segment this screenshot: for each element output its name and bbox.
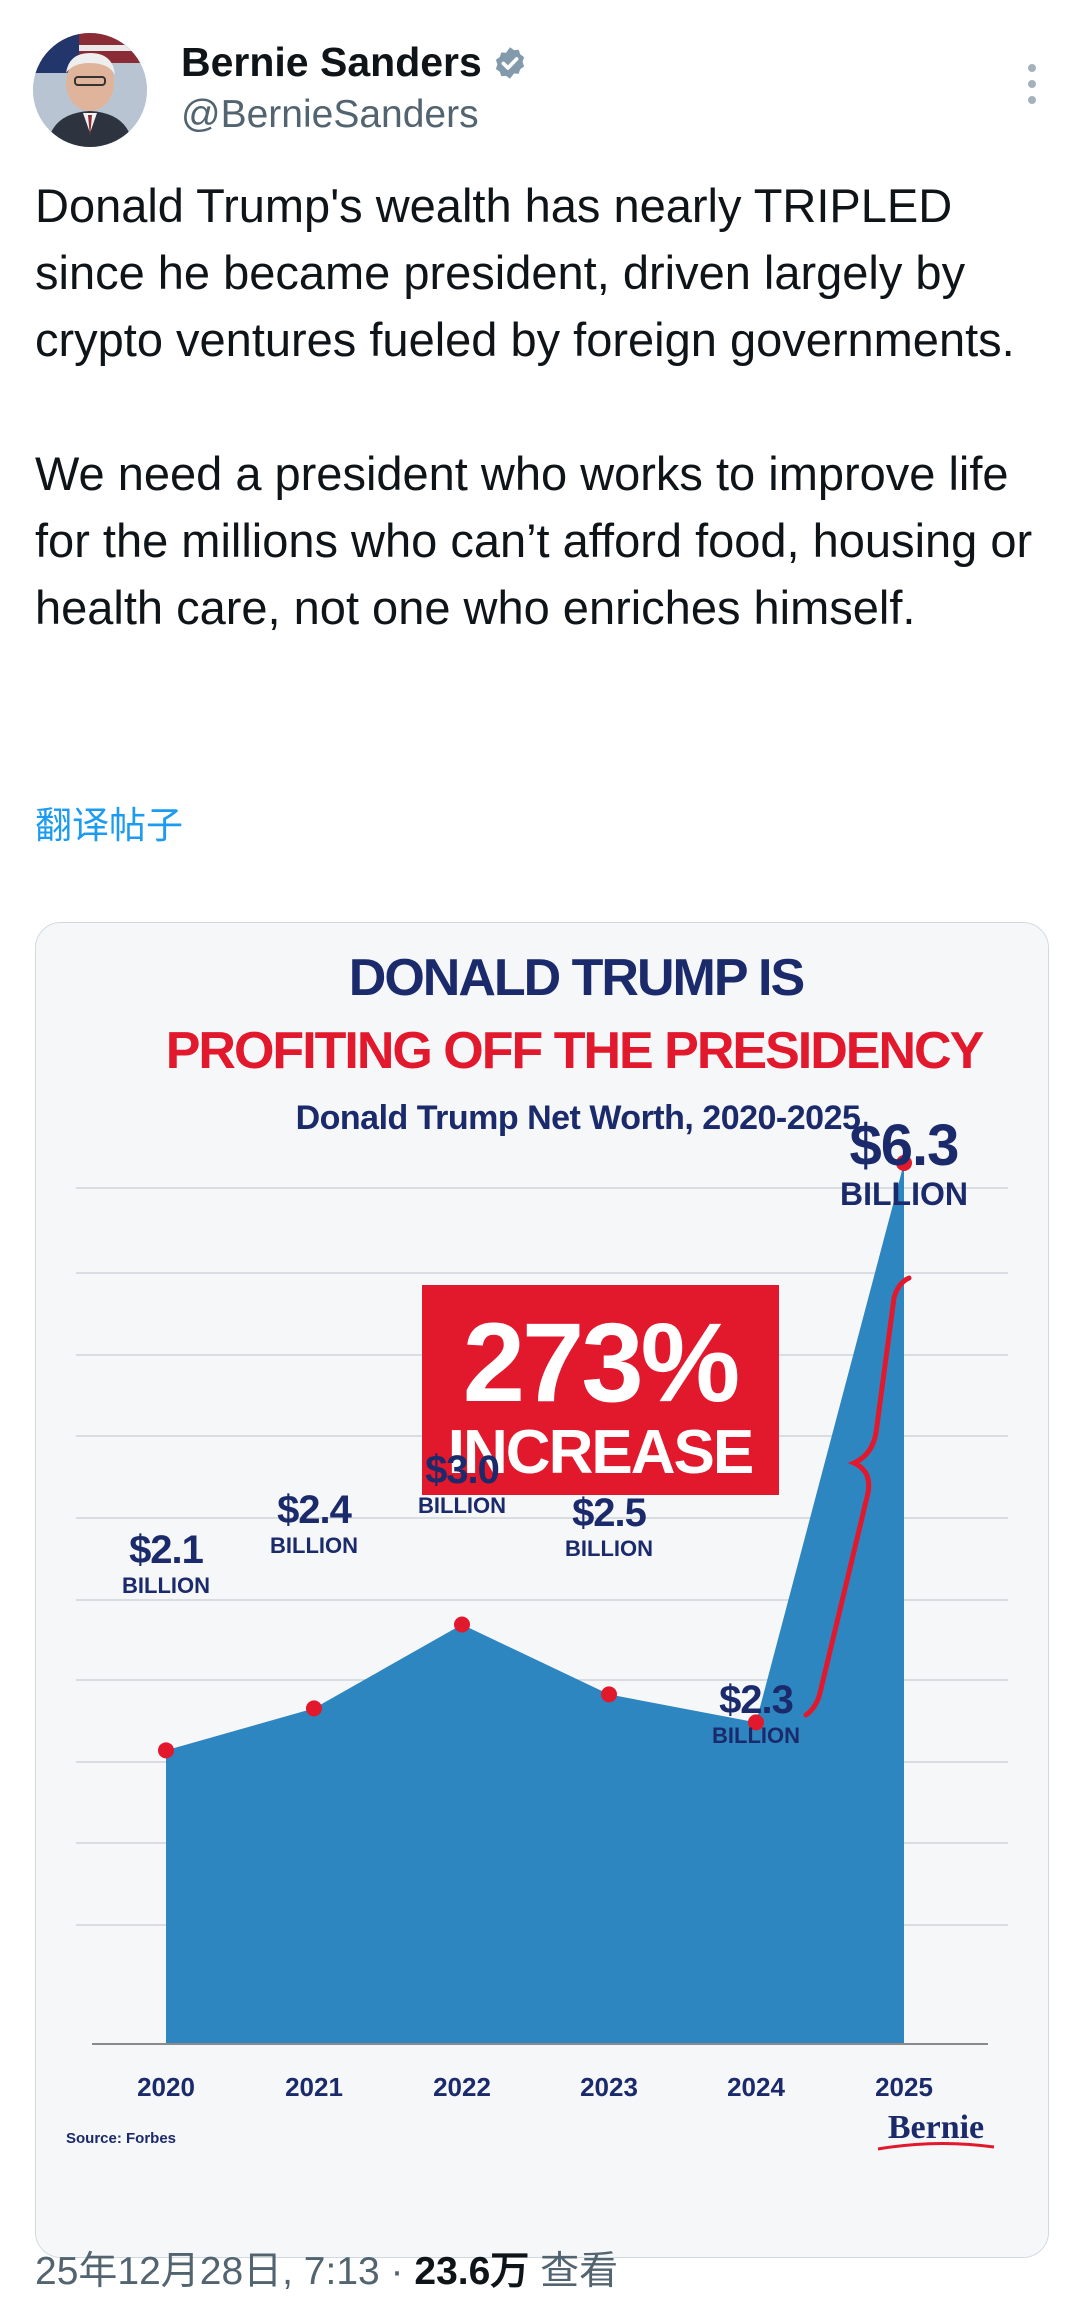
avatar-photo-icon [33, 33, 147, 147]
data-point-2024 [748, 1714, 764, 1731]
x-tick-2020: 2020 [137, 2072, 195, 2102]
data-label-amount-2020: $2.1 [129, 1528, 204, 1572]
callout-box [422, 1285, 779, 1495]
data-label-unit-2024: BILLION [712, 1723, 800, 1748]
x-tick-2022: 2022 [433, 2072, 491, 2102]
source-label: Source: Forbes [66, 2130, 176, 2147]
views-label: 查看 [529, 2250, 619, 2293]
bernie-logo-underline [877, 2141, 995, 2151]
data-point-2022 [454, 1616, 470, 1633]
x-tick-2023: 2023 [580, 2072, 638, 2102]
data-label-amount-2025: $6.3 [850, 1113, 959, 1178]
x-tick-2021: 2021 [285, 2072, 343, 2102]
data-point-2025 [896, 1155, 912, 1171]
author-name[interactable]: Bernie Sanders [181, 39, 482, 85]
data-point-2023 [601, 1686, 617, 1703]
data-label-unit-2020: BILLION [122, 1573, 210, 1598]
chart-marks: 2020 2021 2022 2023 2024 2025$2.1BILLION$2.4B… [122, 1113, 968, 2102]
data-label-unit-2023: BILLION [565, 1536, 653, 1561]
infographic-card[interactable]: DONALD TRUMP IS PROFITING OFF THE PRESID… [35, 922, 1049, 2258]
data-label-amount-2021: $2.4 [277, 1488, 353, 1532]
view-count: 23.6万 [414, 2250, 530, 2293]
chart-title: Donald Trump Net Worth, 2020-2025 [296, 1099, 861, 1137]
increase-callout: 273% INCREASE [422, 1285, 779, 1495]
author-handle[interactable]: @BernieSanders [181, 93, 479, 136]
headline-line-1: DONALD TRUMP IS [349, 949, 804, 1007]
headline-line-2: PROFITING OFF THE PRESIDENCY [166, 1022, 984, 1080]
tweet-meta: 25年12月28日, 7:13 · 23.6万 查看 [35, 2240, 618, 2296]
translate-post-link[interactable]: 翻译帖子 [35, 805, 183, 846]
data-label-amount-2024: $2.3 [719, 1678, 793, 1722]
callout-increase: INCREASE [448, 1418, 752, 1487]
timestamp[interactable]: 25年12月28日, 7:13 · [35, 2250, 415, 2293]
x-tick-2024: 2024 [727, 2072, 785, 2102]
more-vertical-icon[interactable] [1025, 61, 1039, 107]
author-name-row: Bernie Sanders [181, 39, 528, 86]
increase-brace [803, 1275, 912, 1718]
avatar[interactable] [33, 33, 147, 147]
data-label-unit-2022: BILLION [418, 1493, 506, 1518]
net-worth-area [166, 1163, 904, 2044]
data-label-unit-2025: BILLION [840, 1176, 968, 1212]
data-label-unit-2021: BILLION [270, 1533, 358, 1558]
net-worth-chart: DONALD TRUMP IS PROFITING OFF THE PRESID… [36, 923, 1048, 2257]
data-point-2021 [306, 1700, 322, 1717]
tweet-header: Bernie Sanders @BernieSanders [33, 33, 1047, 153]
data-label-amount-2022: $3.0 [425, 1448, 499, 1492]
bernie-logo: Bernie [888, 2109, 984, 2146]
tweet-text: Donald Trump's wealth has nearly TRIPLED… [35, 179, 1033, 634]
verified-badge-icon [492, 45, 528, 81]
data-label-amount-2023: $2.5 [572, 1491, 647, 1535]
x-tick-2025: 2025 [875, 2072, 933, 2102]
data-point-2020 [158, 1742, 174, 1759]
callout-percent: 273% [463, 1300, 738, 1425]
